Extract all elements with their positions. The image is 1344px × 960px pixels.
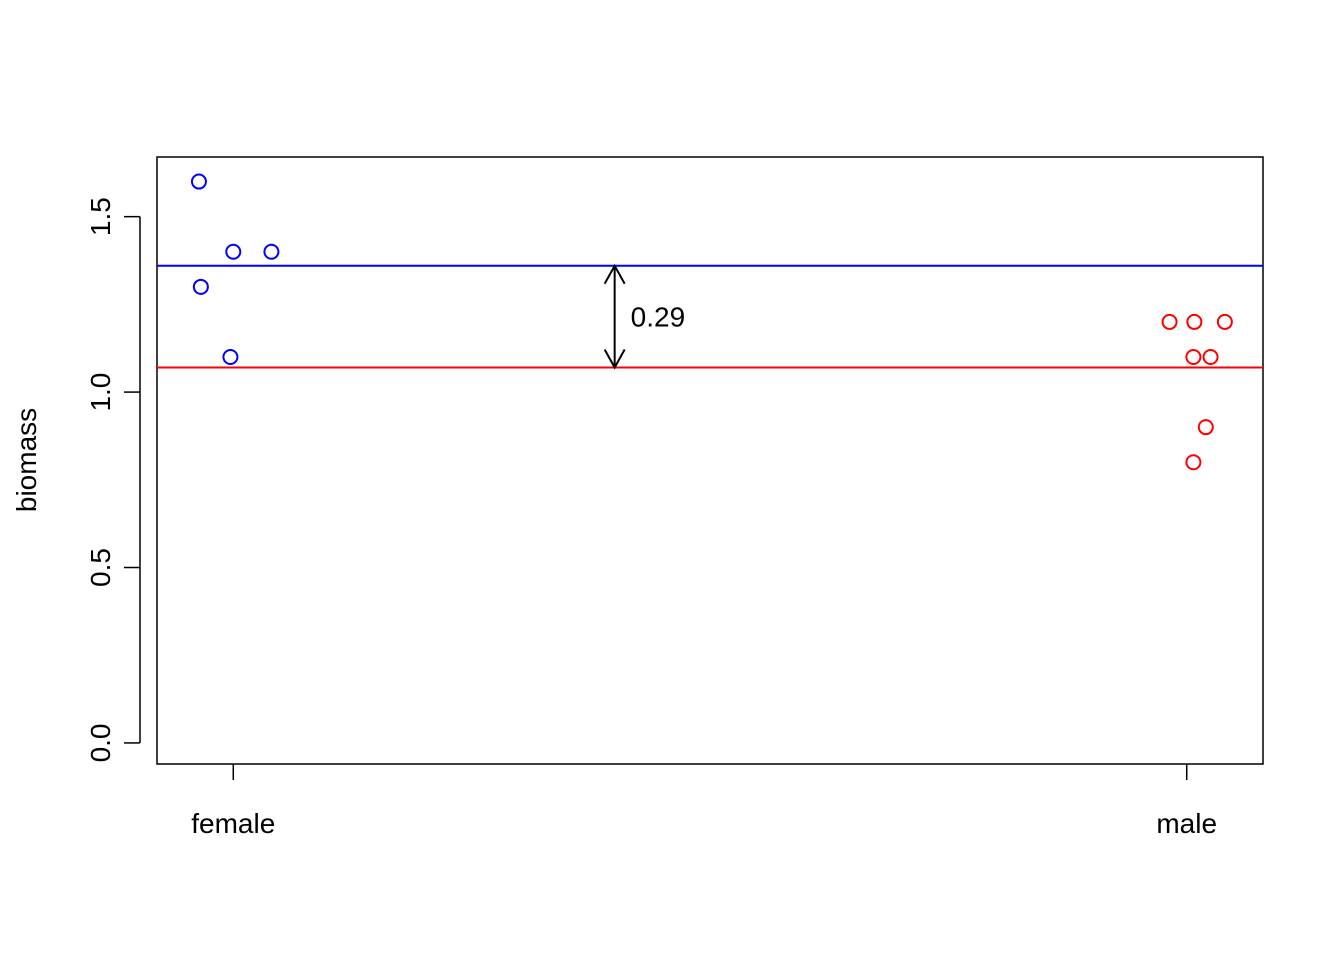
x-tick-label: male xyxy=(1156,808,1217,839)
data-point-male xyxy=(1216,313,1233,330)
data-point-male xyxy=(1186,313,1203,330)
data-point-male xyxy=(1161,313,1178,330)
data-point-female xyxy=(225,243,242,260)
y-tick-label: 0.5 xyxy=(85,548,116,587)
data-point-female xyxy=(222,348,239,365)
data-point-male xyxy=(1202,348,1219,365)
chart-marks: 0.0 0.5 1.0 1.5 female male 0.29 xyxy=(85,173,1263,839)
y-tick-label: 1.0 xyxy=(85,373,116,412)
difference-arrow-head-top xyxy=(603,263,626,285)
plot-frame xyxy=(156,156,1264,765)
difference-arrow-head-bottom xyxy=(603,349,626,370)
y-tick-label: 0.0 xyxy=(85,723,116,762)
data-point-female xyxy=(263,243,280,260)
data-point-male xyxy=(1185,454,1202,471)
data-point-female xyxy=(192,278,209,295)
data-point-female xyxy=(190,173,207,190)
data-point-male xyxy=(1185,348,1202,365)
difference-label: 0.29 xyxy=(631,302,686,333)
y-tick-label: 1.5 xyxy=(85,197,116,236)
y-axis-label: biomass xyxy=(11,408,42,512)
x-tick-label: female xyxy=(191,808,275,839)
data-point-male xyxy=(1197,419,1214,436)
